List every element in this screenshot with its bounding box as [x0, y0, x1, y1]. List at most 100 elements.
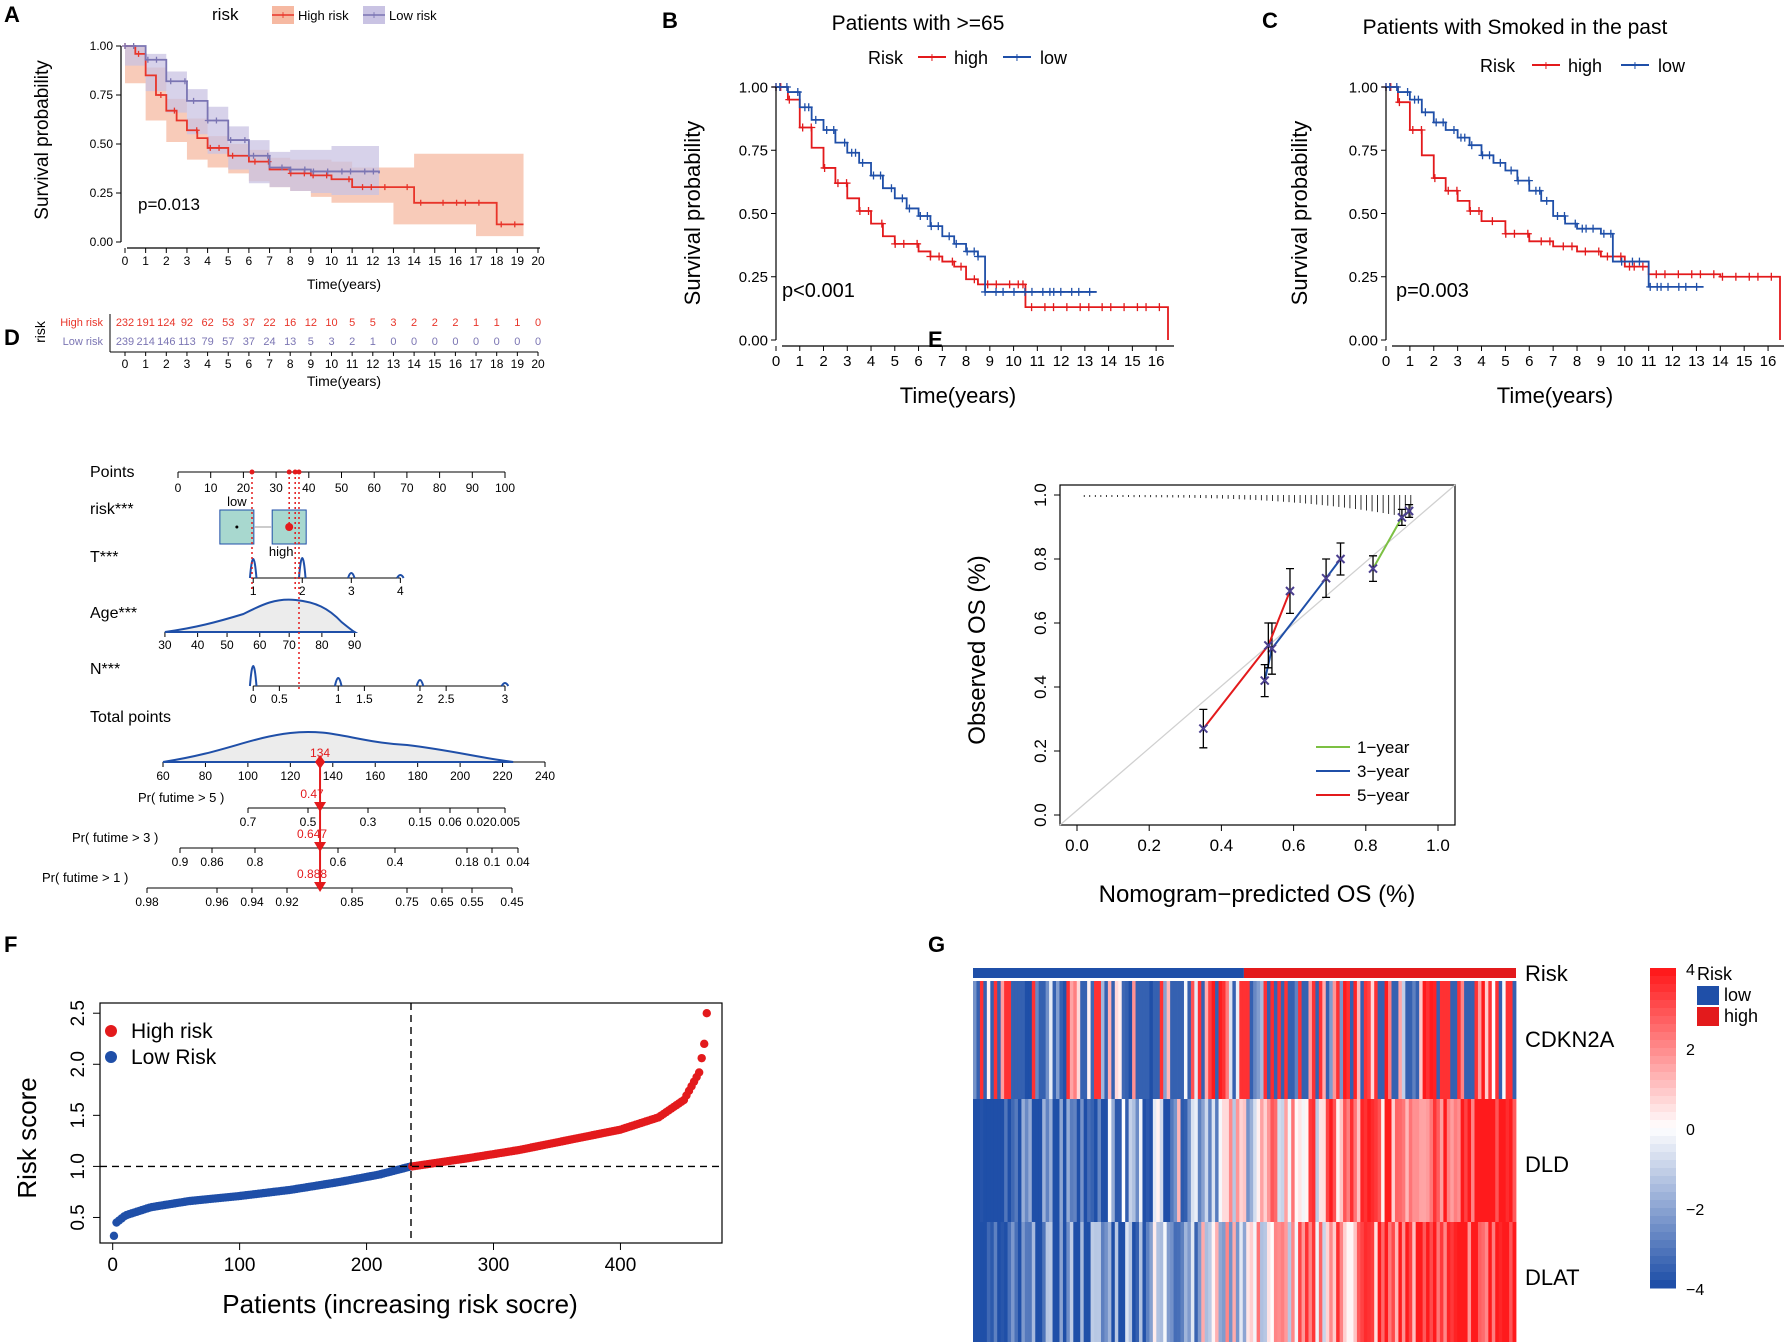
- panel-e-y-tick-label: 1.0: [1031, 483, 1050, 507]
- panel-b-x-tick-label: 13: [1077, 353, 1094, 370]
- panel-g-heatmap-cell: [1474, 981, 1479, 1099]
- panel-a-table-count: 12: [305, 317, 317, 329]
- panel-g-heatmap-cell: [1356, 981, 1361, 1099]
- panel-c-censor-mark: [1501, 229, 1510, 238]
- panel-a-censor-mark: [310, 168, 317, 175]
- panel-g-heatmap-cell: [1024, 981, 1029, 1099]
- panel-d-t-tick-label: 4: [397, 584, 404, 598]
- panel-g-heatmap-cell: [1239, 1099, 1244, 1222]
- panel-b-censor-mark: [927, 222, 936, 231]
- panel-g-heatmap-cell: [1367, 981, 1372, 1099]
- panel-g-heatmap-cell: [1346, 1099, 1351, 1222]
- panel-d-prob-tick-label: 0.15: [408, 815, 432, 829]
- panel-d-prob-label: Pr( futime > 1 ): [42, 870, 128, 885]
- panel-a-table-x-tick-label: 20: [531, 357, 545, 371]
- panel-g-heatmap-cell: [1028, 1099, 1033, 1222]
- panel-g-heatmap-cell: [993, 1222, 998, 1342]
- panel-g-heatmap-cell: [1388, 1099, 1392, 1222]
- panel-b-x-tick-label: 8: [962, 353, 970, 370]
- panel-d-total-selected: 134: [310, 746, 330, 760]
- panel-g-heatmap-cell: [1228, 1222, 1233, 1342]
- panel-c-x-tick-label: 15: [1736, 353, 1753, 370]
- panel-a-censor-mark: [207, 144, 214, 151]
- panel-g-heatmap-cell: [1405, 981, 1410, 1099]
- panel-g-heatmap-cell: [1052, 1222, 1057, 1342]
- panel-g-heatmap-cell: [1512, 981, 1517, 1099]
- panel-g-heatmap-cell: [1339, 981, 1344, 1099]
- panel-b-censor-mark: [948, 257, 957, 266]
- panel-g-heatmap-cell: [1014, 1222, 1019, 1342]
- panel-c-censor-mark: [1599, 229, 1608, 238]
- panel-g-heatmap-cell: [1104, 1099, 1109, 1222]
- panel-c-censor-mark: [1467, 141, 1476, 150]
- panel-b-censor-mark: [935, 252, 944, 261]
- panel-g-heatmap-cell: [1163, 1222, 1168, 1342]
- panel-a-table-count: 2: [349, 336, 355, 348]
- panel-e-legend-entry: 5−year: [1357, 786, 1410, 805]
- panel-a-legend: risk High risk Low risk: [212, 5, 437, 24]
- panel-g-heatmap-cell: [1356, 1099, 1361, 1222]
- panel-a-table-count: 191: [136, 317, 154, 329]
- panel-g-heatmap-cell: [1377, 1222, 1382, 1342]
- panel-b-censor-mark: [952, 239, 961, 248]
- panel-g-heatmap-cell: [1491, 1222, 1496, 1342]
- panel-g-heatmap-cell: [1284, 1222, 1289, 1342]
- panel-c-censor-mark: [1630, 262, 1639, 271]
- panel-a-x-tick-label: 8: [287, 254, 294, 268]
- panel-c-censor-mark: [1507, 166, 1516, 175]
- panel-g-heatmap-cell: [1152, 1099, 1157, 1222]
- panel-d-age-tick-label: 60: [253, 638, 267, 652]
- panel-g-heatmap-cell: [1502, 1222, 1507, 1342]
- panel-g-heatmap-cell: [1173, 981, 1178, 1099]
- panel-a-legend-title: risk: [212, 5, 239, 24]
- panel-g-heatmap-cell: [979, 1222, 984, 1342]
- panel-g-heatmap-cell: [1401, 1222, 1406, 1342]
- panel-g-heatmap-cell: [1336, 1099, 1341, 1222]
- panel-g-heatmap-cell: [1128, 1222, 1133, 1342]
- panel-g-heatmap-cell: [1301, 1099, 1306, 1222]
- panel-g-heatmap-cell: [1505, 1222, 1510, 1342]
- panel-g-heatmap-cell: [1471, 981, 1475, 1099]
- panel-c-censor-mark: [1589, 224, 1598, 233]
- panel-a-censor-mark: [265, 158, 272, 165]
- panel-g-heatmap-cell: [1253, 1222, 1258, 1342]
- panel-g-heatmap-cell: [1208, 1099, 1213, 1222]
- panel-e-legend-entry: 1−year: [1357, 738, 1410, 757]
- panel-d-n-tick-label: 0.5: [271, 692, 288, 706]
- panel-g-heatmap-cell: [1142, 1099, 1147, 1222]
- panel-f-risk-score-plot: Risk score Patients (increasing risk soc…: [12, 1000, 723, 1319]
- panel-c-censor-mark: [1408, 126, 1417, 135]
- panel-g-heatmap-cell: [1107, 1099, 1112, 1222]
- panel-a-censor-mark: [361, 168, 368, 175]
- panel-a-censor-mark: [453, 199, 460, 206]
- panel-g-heatmap-cell: [1059, 1222, 1064, 1342]
- panel-g-heatmap-cell: [1083, 1222, 1088, 1342]
- panel-g-heatmap-cell: [1505, 1099, 1510, 1222]
- panel-a-table-count: 57: [222, 336, 234, 348]
- panel-b-y-tick-label: 0.25: [739, 269, 768, 286]
- panel-g-heatmap-cell: [1311, 1222, 1316, 1342]
- panel-a-censor-mark: [287, 166, 294, 173]
- panel-g-heatmap-cell: [1384, 1222, 1389, 1342]
- panel-g-heatmap-cell: [1318, 1222, 1323, 1342]
- panel-g-risk-bar-high: [1243, 968, 1516, 978]
- panel-g-heatmap-cell: [1415, 981, 1420, 1099]
- panel-g-heatmap-cell: [1349, 981, 1354, 1099]
- panel-a-censor-mark: [251, 158, 258, 165]
- panel-g-heatmap-cell: [1260, 1222, 1264, 1342]
- panel-g-heatmap-cell: [1087, 981, 1091, 1099]
- panel-g-heatmap-cell: [1446, 1099, 1451, 1222]
- panel-a-x-tick-label: 5: [225, 254, 232, 268]
- panel-g-heatmap-cell: [1294, 1222, 1299, 1342]
- panel-a-censor-mark: [323, 172, 330, 179]
- panel-b-x-tick-label: 6: [914, 353, 922, 370]
- panel-g-heatmap-cell: [1097, 1222, 1102, 1342]
- panel-d-n-tick-label: 3: [502, 692, 509, 706]
- panel-a-table-count: 3: [328, 336, 334, 348]
- panel-b-censor-mark: [1049, 287, 1058, 296]
- panel-c-censor-mark: [1767, 272, 1776, 281]
- panel-b-x-tick-label: 1: [796, 353, 804, 370]
- panel-b-censor-mark: [829, 126, 838, 135]
- panel-b-x-tick-label: 11: [1030, 353, 1046, 370]
- panel-f-legend-entry: High risk: [131, 1020, 213, 1043]
